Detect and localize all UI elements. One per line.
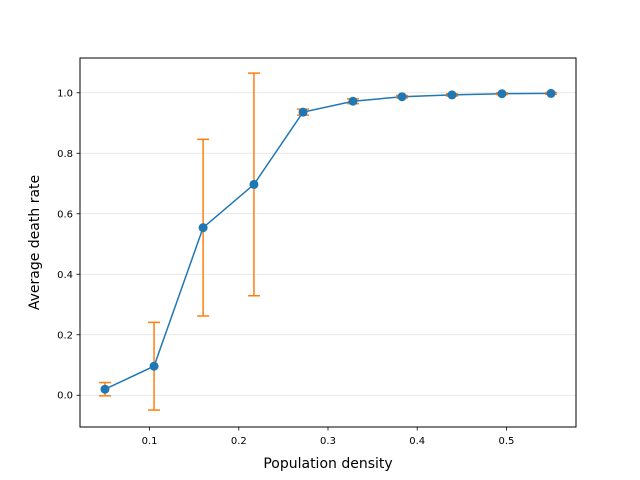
series (98, 72, 558, 411)
x-tick-label: 0.2 (231, 436, 247, 447)
data-point (298, 107, 308, 117)
y-tick-label: 0.8 (57, 149, 73, 160)
ticks: 0.0 0.2 0.4 0.6 0.8 1.0 0.1 0.2 0.3 0.4 0.5 (57, 88, 514, 447)
x-tick-label: 0.1 (142, 436, 158, 447)
y-axis-label: Average death rate (27, 175, 43, 310)
series-line (104, 92, 552, 390)
y-tick-label: 0.0 (57, 391, 73, 402)
y-tick-label: 0.4 (57, 270, 73, 281)
data-point (198, 223, 208, 233)
grid (80, 92, 576, 396)
data-point (100, 384, 110, 394)
x-tick-label: 0.5 (498, 436, 514, 447)
data-point (546, 88, 556, 98)
data-point (497, 89, 507, 99)
data-point (149, 361, 159, 371)
y-tick-label: 0.6 (57, 209, 73, 220)
data-point (447, 90, 457, 100)
x-axis-label: Population density (263, 456, 392, 472)
data-point (348, 96, 358, 106)
x-tick-label: 0.4 (409, 436, 425, 447)
y-tick-label: 1.0 (57, 88, 73, 99)
y-tick-label: 0.2 (57, 330, 73, 341)
x-tick-label: 0.3 (320, 436, 336, 447)
data-point (249, 179, 259, 189)
data-point (397, 92, 407, 102)
